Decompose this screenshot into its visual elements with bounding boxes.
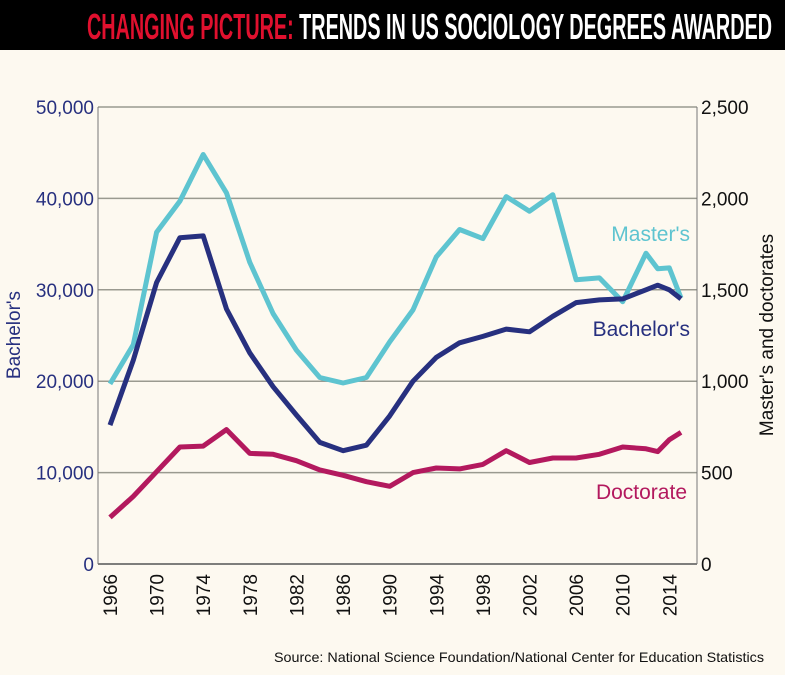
- y2-tick-label: 2,500: [701, 98, 749, 119]
- y-tick-label: 10,000: [36, 464, 94, 485]
- x-tick-label: 1982: [287, 574, 308, 616]
- y2-tick-label: 1,500: [701, 281, 749, 302]
- x-tick-label: 1966: [101, 574, 122, 616]
- x-tick-label: 1998: [474, 574, 495, 616]
- x-tick-label: 1990: [381, 574, 402, 616]
- x-tick-label: 1978: [241, 574, 262, 616]
- series-line-bachelors: [107, 233, 683, 454]
- series-label-doctorate: Doctorate: [596, 481, 687, 504]
- title-bar: [0, 0, 785, 50]
- series-label-masters: Master's: [611, 223, 690, 246]
- series-label-bachelors: Bachelor's: [593, 318, 690, 341]
- x-tick-label: 1970: [148, 574, 169, 616]
- x-tick-label: 1974: [194, 574, 215, 617]
- y-axis-title: Bachelor's: [4, 291, 25, 379]
- y-tick-label: 50,000: [36, 98, 94, 119]
- y2-tick-label: 500: [701, 464, 733, 485]
- chart-title: CHANGING PICTURE: TRENDS IN US SOCIOLOGY…: [87, 6, 772, 47]
- y-tick-label: 30,000: [36, 281, 94, 302]
- y-tick-label: 40,000: [36, 189, 94, 210]
- y2-tick-label: 0: [701, 555, 712, 576]
- y-tick-label: 20,000: [36, 372, 94, 393]
- y-tick-label: 0: [83, 555, 94, 576]
- source-note: Source: National Science Foundation/Nati…: [274, 649, 764, 665]
- series-line-doctorate: [108, 427, 683, 520]
- x-tick-label: 2002: [521, 574, 542, 616]
- title-rest: TRENDS IN US SOCIOLOGY DEGREES AWARDED: [294, 6, 772, 47]
- y2-axis-title: Master's and doctorates: [757, 234, 778, 436]
- x-tick-label: 2010: [614, 574, 635, 616]
- title-highlight: CHANGING PICTURE:: [87, 6, 294, 47]
- x-tick-label: 2014: [660, 574, 681, 617]
- y2-tick-label: 1,000: [701, 372, 749, 393]
- x-tick-label: 1986: [334, 574, 355, 616]
- x-tick-label: 1994: [427, 574, 448, 617]
- series-line-masters: [107, 152, 684, 386]
- y2-tick-label: 2,000: [701, 189, 749, 210]
- x-tick-label: 2006: [567, 574, 588, 616]
